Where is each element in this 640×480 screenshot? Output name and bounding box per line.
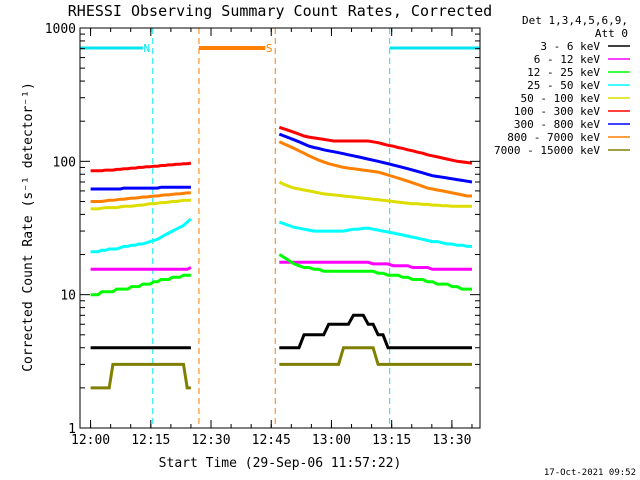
legend-header-line: Att 0 (595, 27, 628, 40)
series-line-4-before-gap (90, 198, 191, 211)
series-line-5-after-gap (278, 125, 473, 165)
legend-entry-label: 300 - 800 keV (514, 118, 600, 131)
legend-entry-label: 100 - 300 keV (514, 105, 600, 118)
x-tick-label: 12:00 (71, 433, 110, 448)
band-night-label: N (143, 42, 150, 55)
x-tick-label: 13:00 (312, 433, 351, 448)
series-line-7-after-gap (278, 140, 472, 198)
y-tick-label: 1000 (45, 22, 76, 37)
x-tick-label: 13:15 (372, 433, 411, 448)
y-axis-label: Corrected Count Rate (s⁻¹ detector⁻¹) (21, 82, 36, 372)
series-line-6-after-gap (278, 132, 473, 184)
legend-entry-label: 3 - 6 keV (540, 40, 600, 53)
legend-entry-label: 12 - 25 keV (527, 66, 600, 79)
x-tick-label: 12:15 (131, 433, 170, 448)
series-line-0-after-gap (279, 313, 472, 350)
series-line-8-before-gap (90, 362, 191, 390)
x-tick-label: 12:45 (252, 433, 291, 448)
series-line-5-before-gap (90, 161, 192, 173)
legend-entry-label: 50 - 100 keV (521, 92, 601, 105)
series-line-6-before-gap (90, 185, 191, 191)
footer-date: 17-Oct-2021 09:52 (544, 468, 636, 478)
legend-entry-label: 7000 - 15000 keV (494, 144, 600, 157)
legend-entry-label: 25 - 50 keV (527, 79, 600, 92)
plot-frame (79, 27, 481, 429)
y-tick-label: 100 (53, 155, 76, 170)
x-tick-label: 13:30 (432, 433, 471, 448)
series-line-3-before-gap (90, 217, 192, 254)
x-tick-label: 12:30 (191, 433, 230, 448)
axes: 12:00 12:15 12:30 12:45 13:00 13:15 13:30 1 10 10… (45, 22, 480, 448)
chart-title: RHESSI Observing Summary Count Rates, Co… (68, 2, 492, 20)
series-line-2-before-gap (90, 273, 191, 297)
series-line-1-after-gap (279, 260, 472, 271)
series-line-7-before-gap (90, 191, 191, 203)
legend-header-line: Det 1,3,4,5,6,9, (522, 14, 628, 27)
series-line-3-after-gap (278, 220, 472, 248)
band-SAA-label: S (266, 42, 273, 55)
legend-entry-label: 800 - 7000 keV (507, 131, 600, 144)
y-tick-label: 1 (68, 422, 76, 437)
series-line-1-before-gap (90, 266, 192, 271)
series-layer (90, 125, 473, 390)
series-line-4-after-gap (278, 180, 472, 208)
x-axis-label: Start Time (29-Sep-06 11:57:22) (159, 456, 402, 471)
series-line-2-after-gap (278, 253, 472, 291)
y-tick-label: 10 (60, 289, 76, 304)
legend-entry-label: 6 - 12 keV (534, 53, 601, 66)
series-line-8-after-gap (279, 346, 472, 366)
